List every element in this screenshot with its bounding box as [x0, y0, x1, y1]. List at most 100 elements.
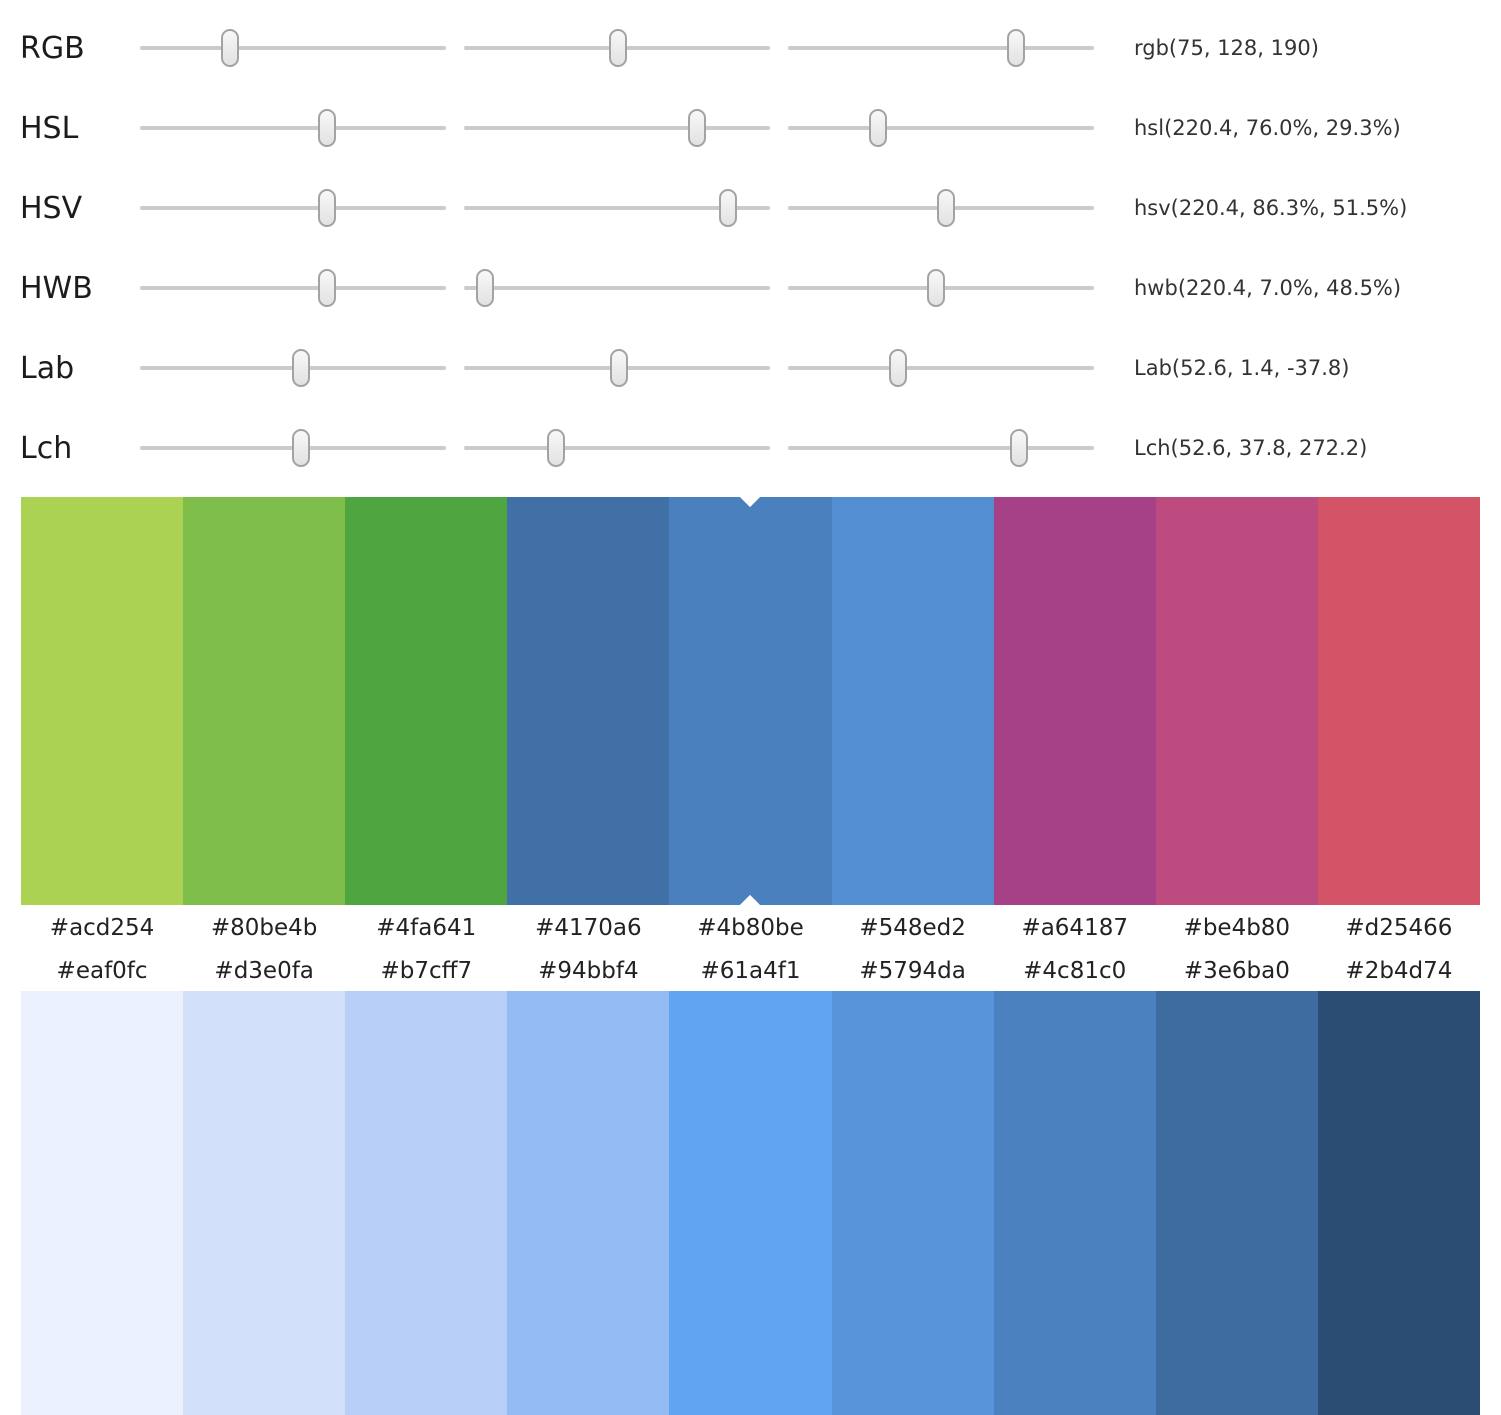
color-swatch[interactable]	[831, 497, 994, 905]
slider-thumb[interactable]	[868, 109, 887, 147]
slider-track-line	[140, 126, 446, 130]
slider-track-lch-1[interactable]	[464, 425, 770, 471]
hex-label: #eaf0fc	[56, 958, 148, 984]
slider-value: Lch(52.6, 37.8, 272.2)	[1134, 436, 1368, 460]
hue-palette-labels: #acd254 #80be4b #4fa641 #4170a6 #4b80be #548e…	[21, 905, 1480, 951]
slider-track-hsl-1[interactable]	[464, 105, 770, 151]
hex-label: #548ed2	[859, 915, 966, 941]
slider-track-lch-2[interactable]	[788, 425, 1094, 471]
slider-row-lab: Lab Lab(52.6, 1.4, -37.8)	[0, 328, 1501, 408]
slider-track-line	[788, 366, 1094, 370]
hue-palette	[21, 485, 1480, 917]
hex-label: #2b4d74	[1345, 958, 1453, 984]
slider-thumb[interactable]	[318, 189, 337, 227]
slider-thumb[interactable]	[318, 109, 337, 147]
slider-track-lab-0[interactable]	[140, 345, 446, 391]
color-swatch[interactable]	[1317, 991, 1480, 1415]
slider-track-hsv-0[interactable]	[140, 185, 446, 231]
slider-track-line	[788, 46, 1094, 50]
slider-value: rgb(75, 128, 190)	[1134, 36, 1319, 60]
slider-row-label: HSL	[20, 110, 79, 146]
slider-track-line	[788, 446, 1094, 450]
hex-label: #be4b80	[1183, 915, 1291, 941]
hex-label: #80be4b	[210, 915, 318, 941]
slider-thumb[interactable]	[291, 429, 310, 467]
slider-row-label: Lab	[20, 350, 75, 386]
color-swatch[interactable]	[1155, 991, 1318, 1415]
color-swatch[interactable]	[1317, 497, 1480, 905]
slider-track-hsl-2[interactable]	[788, 105, 1094, 151]
scale-palette	[21, 991, 1480, 1415]
slider-track-hwb-1[interactable]	[464, 265, 770, 311]
slider-thumb[interactable]	[1006, 29, 1025, 67]
hex-label: #a64187	[1021, 915, 1128, 941]
slider-thumb[interactable]	[610, 349, 629, 387]
slider-value: Lab(52.6, 1.4, -37.8)	[1134, 356, 1350, 380]
slider-track-line	[464, 446, 770, 450]
slider-track-line	[140, 206, 446, 210]
color-swatch[interactable]	[21, 991, 184, 1415]
color-swatch[interactable]	[507, 991, 670, 1415]
hex-label: #4170a6	[535, 915, 642, 941]
slider-row-label: Lch	[20, 430, 73, 466]
hex-label: #d25466	[1345, 915, 1453, 941]
hex-label: #61a4f1	[700, 958, 801, 984]
slider-thumb[interactable]	[476, 269, 495, 307]
slider-thumb[interactable]	[291, 349, 310, 387]
hex-label: #4c81c0	[1023, 958, 1127, 984]
slider-track-line	[140, 286, 446, 290]
slider-thumb[interactable]	[936, 189, 955, 227]
slider-track-hsl-0[interactable]	[140, 105, 446, 151]
slider-thumb[interactable]	[318, 269, 337, 307]
scale-palette-labels: #eaf0fc #d3e0fa #b7cff7 #94bbf4 #61a4f1 #5794…	[21, 951, 1480, 991]
color-swatch[interactable]	[345, 497, 508, 905]
slider-value: hsv(220.4, 86.3%, 51.5%)	[1134, 196, 1408, 220]
slider-thumb[interactable]	[220, 29, 239, 67]
slider-track-hwb-0[interactable]	[140, 265, 446, 311]
slider-value: hsl(220.4, 76.0%, 29.3%)	[1134, 116, 1401, 140]
slider-track-rgb-0[interactable]	[140, 25, 446, 71]
color-swatch[interactable]	[1155, 497, 1318, 905]
slider-track-line	[788, 126, 1094, 130]
slider-thumb[interactable]	[1010, 429, 1029, 467]
slider-thumb[interactable]	[687, 109, 706, 147]
slider-track-line	[464, 126, 770, 130]
color-swatch[interactable]	[507, 497, 670, 905]
slider-thumb[interactable]	[889, 349, 908, 387]
hex-label: #4fa641	[376, 915, 477, 941]
slider-thumb[interactable]	[927, 269, 946, 307]
slider-thumb[interactable]	[719, 189, 738, 227]
slider-row-hsl: HSL hsl(220.4, 76.0%, 29.3%)	[0, 88, 1501, 168]
slider-thumb[interactable]	[608, 29, 627, 67]
color-swatch[interactable]	[669, 485, 832, 917]
slider-track-line	[464, 206, 770, 210]
color-swatch[interactable]	[345, 991, 508, 1415]
slider-row-label: RGB	[20, 30, 85, 66]
color-swatch[interactable]	[993, 497, 1156, 905]
hex-label: #94bbf4	[538, 958, 639, 984]
slider-track-hsv-2[interactable]	[788, 185, 1094, 231]
slider-row-hsv: HSV hsv(220.4, 86.3%, 51.5%)	[0, 168, 1501, 248]
hex-label: #acd254	[49, 915, 155, 941]
slider-track-line	[464, 286, 770, 290]
slider-row-lch: Lch Lch(52.6, 37.8, 272.2)	[0, 408, 1501, 488]
slider-track-lch-0[interactable]	[140, 425, 446, 471]
slider-track-hwb-2[interactable]	[788, 265, 1094, 311]
hex-label: #3e6ba0	[1183, 958, 1290, 984]
slider-track-lab-2[interactable]	[788, 345, 1094, 391]
slider-thumb[interactable]	[547, 429, 566, 467]
color-swatch[interactable]	[669, 991, 832, 1415]
color-swatch[interactable]	[21, 497, 184, 905]
slider-row-hwb: HWB hwb(220.4, 7.0%, 48.5%)	[0, 248, 1501, 328]
color-swatch[interactable]	[183, 991, 346, 1415]
selected-swatch-top-marker	[739, 485, 762, 508]
slider-track-line	[140, 46, 446, 50]
slider-track-hsv-1[interactable]	[464, 185, 770, 231]
slider-track-rgb-2[interactable]	[788, 25, 1094, 71]
color-swatch[interactable]	[993, 991, 1156, 1415]
slider-track-lab-1[interactable]	[464, 345, 770, 391]
color-swatch[interactable]	[831, 991, 994, 1415]
color-swatch[interactable]	[183, 497, 346, 905]
slider-track-rgb-1[interactable]	[464, 25, 770, 71]
